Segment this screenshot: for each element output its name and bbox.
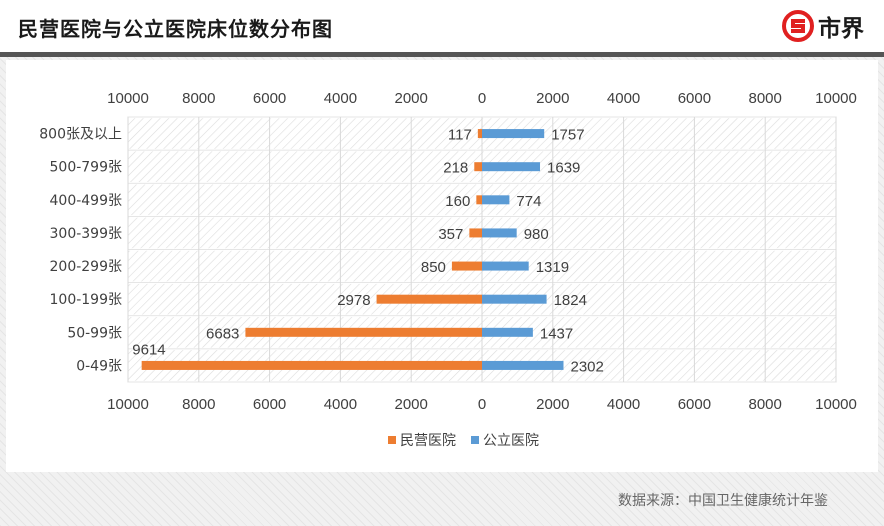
brand-name: 市界 (818, 16, 864, 42)
header-divider (0, 52, 884, 57)
category-label: 300-399张 (50, 226, 123, 242)
page-title: 民营医院与公立医院床位数分布图 (18, 17, 333, 41)
x-tick-label-bottom: 2000 (395, 396, 428, 413)
bar-private-hospital (477, 129, 482, 139)
data-label-public: 1757 (551, 127, 584, 144)
category-label: 400-499张 (50, 193, 123, 209)
x-tick-label-bottom: 0 (478, 396, 486, 413)
x-tick-label-top: 4000 (324, 90, 357, 107)
x-tick-label-bottom: 8000 (182, 396, 215, 413)
category-label: 500-799张 (50, 160, 123, 176)
bar-public-hospital (482, 129, 545, 139)
bar-private-hospital (376, 294, 482, 304)
x-tick-label-top: 8000 (182, 90, 215, 107)
data-label-private: 2978 (337, 292, 370, 309)
brand-logo: 市界 (782, 9, 864, 43)
category-label: 200-299张 (50, 259, 123, 275)
x-tick-label-top: 2000 (536, 90, 569, 107)
data-label-public: 1639 (547, 160, 580, 177)
x-tick-label-bottom: 4000 (607, 396, 640, 413)
category-label: 100-199张 (50, 292, 123, 308)
data-label-public: 774 (516, 193, 541, 210)
x-tick-label-top: 6000 (678, 90, 711, 107)
s-in-circle-logo-icon (782, 10, 814, 42)
category-label: 0-49张 (76, 358, 122, 374)
x-tick-label-top: 8000 (749, 90, 782, 107)
bar-public-hospital (482, 327, 533, 337)
legend-swatch-public (471, 436, 479, 444)
x-tick-label-top: 10000 (815, 90, 857, 107)
x-tick-label-bottom: 10000 (815, 396, 857, 413)
data-label-public: 1437 (540, 325, 573, 342)
x-tick-label-bottom: 10000 (107, 396, 149, 413)
data-source-note: 数据来源：中国卫生健康统计年鉴 (618, 493, 828, 509)
x-tick-label-top: 10000 (107, 90, 149, 107)
x-tick-label-bottom: 6000 (678, 396, 711, 413)
data-label-public: 1824 (554, 292, 587, 309)
bar-public-hospital (482, 261, 529, 271)
bar-private-hospital (141, 360, 482, 370)
legend-label-private: 民营医院 (400, 433, 456, 449)
x-tick-label-bottom: 2000 (536, 396, 569, 413)
legend-swatch-private (388, 436, 396, 444)
chart-card: 10000 10000 8000 8000 6000 6000 4000 4000 2000 20… (6, 60, 878, 472)
category-label: 800张及以上 (39, 127, 122, 143)
bar-private-hospital (476, 195, 482, 205)
x-tick-label-bottom: 4000 (324, 396, 357, 413)
data-label-private: 218 (443, 160, 468, 177)
data-label-private: 357 (438, 226, 463, 243)
bar-public-hospital (482, 162, 541, 172)
data-label-private: 160 (445, 193, 470, 210)
x-tick-label-top: 0 (478, 90, 486, 107)
bar-private-hospital (469, 228, 482, 238)
data-label-private: 117 (448, 127, 472, 144)
category-label: 50-99张 (67, 325, 122, 341)
bar-private-hospital (245, 327, 482, 337)
bar-public-hospital (482, 360, 564, 370)
x-tick-label-bottom: 6000 (253, 396, 286, 413)
header: 民营医院与公立医院床位数分布图 市界 (0, 0, 884, 52)
data-label-public: 2302 (570, 358, 603, 375)
bar-public-hospital (482, 228, 517, 238)
legend-label-public: 公立医院 (483, 433, 539, 449)
bar-private-hospital (451, 261, 482, 271)
bar-private-hospital (474, 162, 482, 172)
data-label-private: 6683 (206, 325, 239, 342)
bar-public-hospital (482, 195, 510, 205)
bar-public-hospital (482, 294, 547, 304)
data-label-private: 9614 (132, 341, 165, 358)
x-tick-label-bottom: 8000 (749, 396, 782, 413)
data-label-public: 980 (524, 226, 549, 243)
x-tick-label-top: 2000 (395, 90, 428, 107)
x-tick-label-top: 4000 (607, 90, 640, 107)
x-tick-label-top: 6000 (253, 90, 286, 107)
data-label-public: 1319 (536, 259, 569, 276)
data-label-private: 850 (421, 259, 446, 276)
bed-distribution-chart: 10000 10000 8000 8000 6000 6000 4000 4000 2000 20… (39, 90, 857, 449)
